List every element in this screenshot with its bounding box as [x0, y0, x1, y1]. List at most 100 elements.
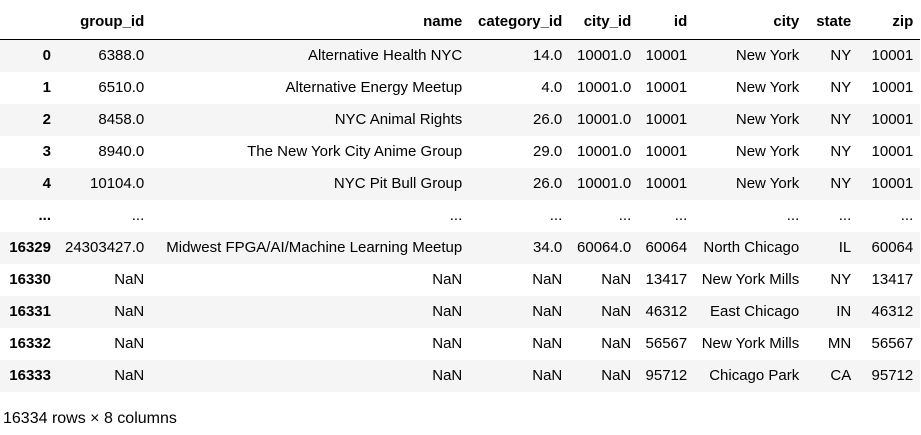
row-index: 16333: [9, 367, 51, 384]
table-cell: MN: [827, 335, 852, 352]
table-cell: NaN: [601, 335, 632, 352]
table-cell: 56567: [871, 335, 914, 352]
table-cell: New York: [735, 175, 800, 192]
row-index: 2: [42, 111, 51, 128]
table-cell: 4.0: [541, 79, 563, 96]
table-cell: Alternative Energy Meetup: [285, 79, 463, 96]
row-index: 16331: [9, 303, 51, 320]
table-cell: 26.0: [533, 111, 563, 128]
table-cell: 56567: [645, 335, 688, 352]
row-index: 16330: [9, 271, 51, 288]
table-cell: NaN: [432, 303, 463, 320]
table-cell: 13417: [871, 271, 914, 288]
table-cell: 34.0: [533, 239, 563, 256]
table-header: group_id name category_id city_id id city stat…: [0, 5, 921, 40]
table-cell: 10001.0: [577, 143, 632, 160]
table-cell: NaN: [432, 335, 463, 352]
table-cell: NaN: [114, 335, 145, 352]
table-cell: NY: [830, 79, 852, 96]
table-cell: NaN: [432, 367, 463, 384]
row-index: 16332: [9, 335, 51, 352]
table-cell: NY: [830, 47, 852, 64]
table-row: 3 8940.0 The New York City Anime Group 29.0…: [0, 136, 921, 168]
table-cell: 10001.0: [577, 111, 632, 128]
table-cell: 14.0: [533, 47, 563, 64]
dataframe-output: group_id name category_id city_id id city stat…: [0, 5, 921, 392]
table-cell: New York Mills: [701, 335, 800, 352]
table-row: 16331 NaN NaN NaN NaN 46312 East Chicago IN 4631…: [0, 296, 921, 328]
table-cell: NaN: [114, 367, 145, 384]
table-row: 16330 NaN NaN NaN NaN 13417 New York Mills NY 13…: [0, 264, 921, 296]
table-cell: 6510.0: [98, 79, 145, 96]
table-body: 0 6388.0 Alternative Health NYC 14.0 10001.0…: [0, 39, 921, 392]
column-header: city_id: [569, 5, 639, 40]
table-cell: 46312: [645, 303, 688, 320]
column-header: city: [694, 5, 807, 40]
table-cell: CA: [830, 367, 852, 384]
table-cell: Chicago Park: [709, 367, 800, 384]
dataframe-table: group_id name category_id city_id id city stat…: [0, 5, 921, 392]
table-cell: 8458.0: [98, 111, 145, 128]
table-cell: NY: [830, 111, 852, 128]
table-cell: 10001: [871, 175, 914, 192]
table-cell: IL: [838, 239, 852, 256]
table-cell: ...: [131, 207, 145, 224]
table-cell: NYC Animal Rights: [334, 111, 463, 128]
table-cell: NY: [830, 271, 852, 288]
table-cell: 60064.0: [577, 239, 632, 256]
table-cell: 60064: [871, 239, 914, 256]
column-header: category_id: [469, 5, 570, 40]
table-cell: 10001: [871, 143, 914, 160]
table-cell: NaN: [114, 303, 145, 320]
table-cell: 8940.0: [98, 143, 145, 160]
table-cell: NaN: [532, 367, 563, 384]
table-cell: 95712: [871, 367, 914, 384]
table-cell: 26.0: [533, 175, 563, 192]
table-cell: 10001: [645, 79, 688, 96]
table-cell: 10001.0: [577, 175, 632, 192]
table-cell: NaN: [601, 367, 632, 384]
table-cell: 10001: [871, 79, 914, 96]
column-header: id: [638, 5, 695, 40]
table-cell: 60064: [645, 239, 688, 256]
row-index: 1: [42, 79, 51, 96]
table-cell: New York: [735, 143, 800, 160]
row-index: 3: [42, 143, 51, 160]
table-cell: 10001: [645, 47, 688, 64]
table-row: 2 8458.0 NYC Animal Rights 26.0 10001.0 10001…: [0, 104, 921, 136]
table-cell: New York: [735, 111, 800, 128]
table-cell: ...: [786, 207, 800, 224]
column-header: name: [151, 5, 470, 40]
row-index: 16329: [9, 239, 51, 256]
table-cell: NaN: [532, 335, 563, 352]
table-cell: NY: [830, 175, 852, 192]
table-cell: 95712: [645, 367, 688, 384]
table-cell: North Chicago: [703, 239, 800, 256]
table-cell: NaN: [114, 271, 145, 288]
table-row: 16333 NaN NaN NaN NaN 95712 Chicago Park CA 9571…: [0, 360, 921, 392]
table-cell: 29.0: [533, 143, 563, 160]
table-cell: 10001: [645, 143, 688, 160]
table-cell: 10001.0: [577, 79, 632, 96]
table-shape-footer: 16334 rows × 8 columns: [3, 410, 177, 427]
table-cell: NaN: [601, 303, 632, 320]
table-cell: East Chicago: [710, 303, 800, 320]
table-cell: NaN: [601, 271, 632, 288]
table-cell: ...: [838, 207, 852, 224]
table-row: 16332 NaN NaN NaN NaN 56567 New York Mills MN 56…: [0, 328, 921, 360]
table-cell: NaN: [432, 271, 463, 288]
table-cell: ...: [618, 207, 632, 224]
table-cell: 10001: [871, 111, 914, 128]
column-header: state: [806, 5, 859, 40]
table-cell: ...: [900, 207, 914, 224]
table-cell: The New York City Anime Group: [247, 143, 463, 160]
table-cell: 6388.0: [98, 47, 145, 64]
table-cell: IN: [836, 303, 852, 320]
table-cell: Midwest FPGA/AI/Machine Learning Meetup: [166, 239, 463, 256]
table-cell: NaN: [532, 303, 563, 320]
header-row: group_id name category_id city_id id city stat…: [0, 5, 921, 40]
table-cell: NaN: [532, 271, 563, 288]
table-cell: NY: [830, 143, 852, 160]
table-cell: ...: [449, 207, 463, 224]
row-index: 4: [42, 175, 51, 192]
